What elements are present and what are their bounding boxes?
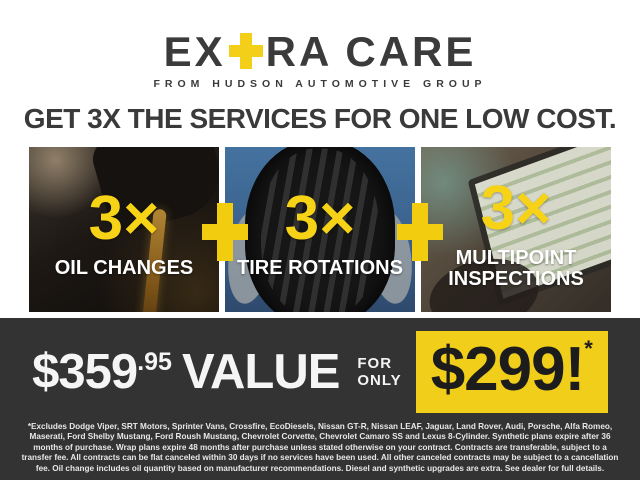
logo-text-right: RA CARE: [265, 28, 477, 75]
tire-rotation-panel: 3× TIRE ROTATIONS: [225, 147, 415, 312]
value-label: VALUE: [181, 345, 340, 399]
multipoint-inspection-panel: 3× MULTIPOINT INSPECTIONS: [421, 147, 611, 312]
plus-icon: [228, 33, 263, 69]
tire-label: TIRE ROTATIONS: [237, 257, 403, 279]
value-cents: .95: [137, 348, 172, 376]
inspection-multiplier: 3×: [480, 173, 552, 243]
tire-photo-shape: [245, 147, 395, 312]
tire-multiplier: 3×: [284, 184, 356, 253]
headline: GET 3X THE SERVICES FOR ONE LOW COST.: [23, 103, 617, 134]
oil-multiplier: 3×: [88, 184, 160, 253]
sale-asterisk: *: [584, 336, 593, 362]
plus-icon: [202, 203, 248, 261]
disclaimer-text: *Excludes Dodge Viper, SRT Motors, Sprin…: [21, 422, 619, 473]
sale-price-box: $299!*: [415, 331, 608, 413]
sale-price: $299!*: [430, 335, 593, 405]
for-only-label: FOR ONLY: [357, 354, 402, 389]
brand-logo: EX RA CARE: [0, 28, 640, 76]
plus-icon: [397, 203, 443, 261]
logo-text-left: EX: [163, 28, 226, 75]
offer-footer: $359.95 VALUE FOR ONLY $299!* *Excludes D…: [0, 318, 640, 480]
value-dollars: $359: [32, 345, 138, 399]
inspection-label: MULTIPOINT INSPECTIONS: [448, 246, 584, 290]
price-row: $359.95 VALUE FOR ONLY $299!*: [0, 327, 640, 417]
service-panels: 3× OIL CHANGES 3× TIRE ROTATIONS 3× MULT…: [0, 147, 640, 312]
oil-label: OIL CHANGES: [54, 257, 194, 279]
value-price: $359.95 VALUE: [32, 344, 340, 400]
brand-tagline: FROM HUDSON AUTOMOTIVE GROUP: [153, 78, 487, 90]
oil-change-panel: 3× OIL CHANGES: [29, 147, 219, 312]
